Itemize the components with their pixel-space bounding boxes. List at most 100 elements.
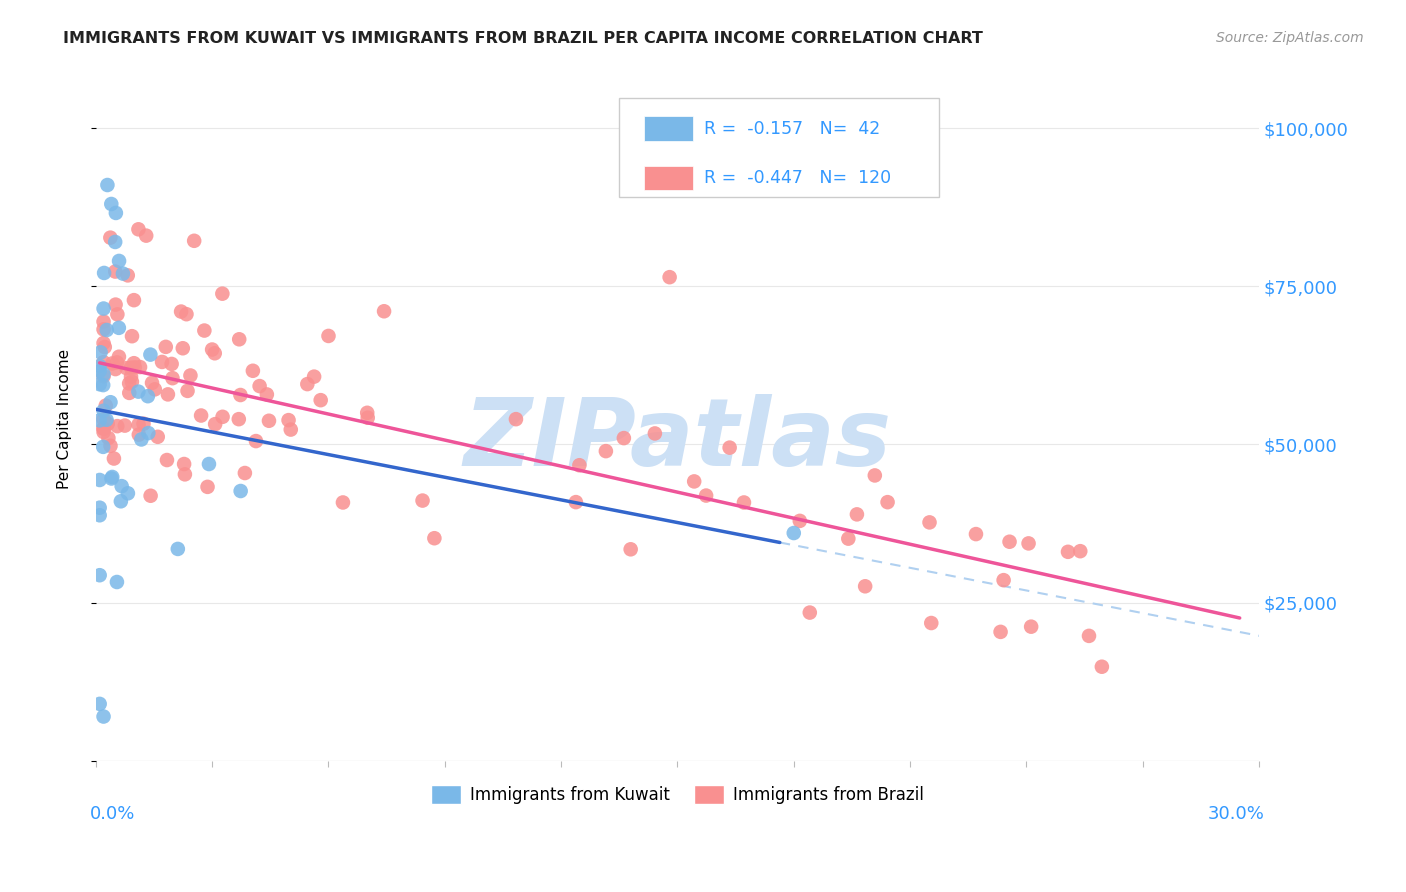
Point <box>136 425 159 440</box>
FancyBboxPatch shape <box>619 98 939 197</box>
Point <box>105 355 128 369</box>
Point <box>176 384 198 398</box>
Point <box>105 419 128 434</box>
Point <box>111 267 134 281</box>
Point <box>131 433 153 447</box>
Point <box>97 431 120 445</box>
Point <box>104 206 127 220</box>
Point <box>121 375 143 389</box>
Point <box>90 345 112 359</box>
Point <box>1019 620 1042 634</box>
Point <box>297 377 319 392</box>
Text: Source: ZipAtlas.com: Source: ZipAtlas.com <box>1216 31 1364 45</box>
Point <box>309 393 332 408</box>
Point <box>105 574 128 589</box>
Point <box>128 417 150 432</box>
Point <box>423 531 446 545</box>
Point <box>160 357 183 371</box>
Point <box>108 350 131 364</box>
Point <box>257 414 280 428</box>
Point <box>143 382 166 396</box>
Point <box>89 508 111 523</box>
Point <box>332 495 354 509</box>
Point <box>103 451 125 466</box>
Point <box>91 440 114 454</box>
Point <box>132 417 155 431</box>
Point <box>789 514 811 528</box>
Point <box>129 359 152 374</box>
Point <box>96 413 118 427</box>
Point <box>120 360 142 375</box>
Point <box>211 409 233 424</box>
Point <box>93 368 115 382</box>
Point <box>100 439 122 453</box>
Point <box>918 516 941 530</box>
Point <box>568 458 591 473</box>
Point <box>357 410 380 425</box>
Point <box>204 346 226 360</box>
Point <box>122 293 145 307</box>
Point <box>799 606 821 620</box>
FancyBboxPatch shape <box>644 116 693 141</box>
Point <box>121 329 143 343</box>
Point <box>695 489 717 503</box>
Point <box>176 307 198 321</box>
Point <box>97 417 120 431</box>
Point <box>139 348 162 362</box>
Point <box>120 369 142 384</box>
Point <box>505 412 527 426</box>
Point <box>302 369 325 384</box>
Point <box>93 355 115 369</box>
Point <box>644 426 666 441</box>
Point <box>89 377 111 392</box>
Point <box>127 384 149 399</box>
Point <box>156 387 179 401</box>
Text: R =  -0.447   N=  120: R = -0.447 N= 120 <box>704 169 891 187</box>
Point <box>190 409 212 423</box>
Point <box>863 468 886 483</box>
Point <box>845 508 868 522</box>
Point <box>193 324 215 338</box>
Point <box>93 315 115 329</box>
Point <box>98 230 121 244</box>
Point <box>118 385 141 400</box>
Point <box>114 418 136 433</box>
Point <box>229 483 252 498</box>
Point <box>89 413 111 427</box>
Point <box>228 412 250 426</box>
Point <box>356 406 378 420</box>
Point <box>108 254 131 268</box>
FancyBboxPatch shape <box>644 166 693 190</box>
Point <box>89 697 111 711</box>
Point <box>565 495 588 509</box>
Point <box>1078 629 1101 643</box>
Point <box>124 360 146 375</box>
Point <box>1057 545 1080 559</box>
Point <box>683 475 706 489</box>
Point <box>183 234 205 248</box>
Point <box>93 369 115 384</box>
Point <box>89 500 111 515</box>
Point <box>93 266 115 280</box>
Point <box>658 270 681 285</box>
Point <box>613 431 636 445</box>
Legend: Immigrants from Kuwait, Immigrants from Brazil: Immigrants from Kuwait, Immigrants from … <box>425 778 931 811</box>
Point <box>242 364 264 378</box>
Point <box>249 379 271 393</box>
Point <box>993 573 1015 587</box>
Point <box>89 364 111 378</box>
Point <box>211 286 233 301</box>
Text: 0.0%: 0.0% <box>90 805 135 823</box>
Point <box>173 467 195 482</box>
Point <box>110 494 132 508</box>
Point <box>104 264 127 278</box>
Point <box>170 304 193 318</box>
Point <box>96 323 118 337</box>
Point <box>93 336 115 351</box>
Point <box>93 301 115 316</box>
Point <box>146 430 169 444</box>
Point <box>93 709 115 723</box>
Point <box>162 371 184 385</box>
Point <box>179 368 201 383</box>
Point <box>718 441 741 455</box>
